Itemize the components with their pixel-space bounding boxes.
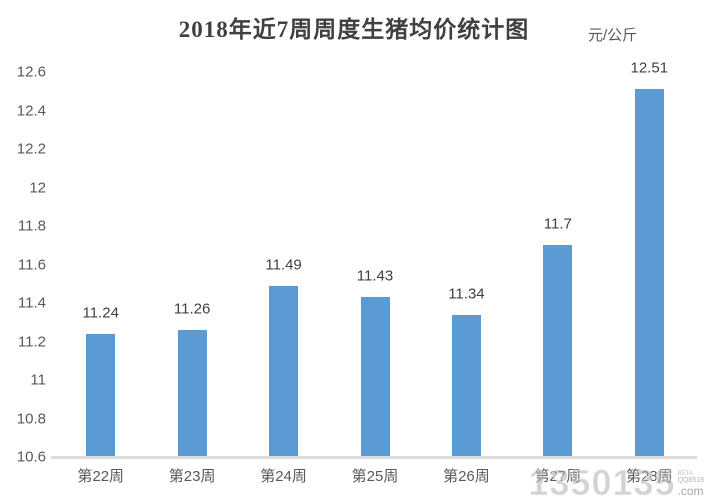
chart-title: 2018年近7周周度生猪均价统计图 <box>178 17 530 42</box>
y-axis-tick-label: 11.6 <box>17 256 46 273</box>
y-axis-tick-label: 11 <box>30 371 46 389</box>
y-axis-tick-label: 12.6 <box>16 63 46 81</box>
bar-第25周 <box>360 297 390 457</box>
x-axis-tick-label: 第28周 <box>625 468 673 485</box>
y-axis-tick-label: 10.6 <box>16 448 46 466</box>
x-axis-tick-label: 第24周 <box>260 468 307 485</box>
y-axis-tick-label: 12.4 <box>16 102 46 119</box>
y-axis-tick-label: 11.4 <box>17 294 46 312</box>
bar-value-label: 11.49 <box>265 256 302 274</box>
bar-value-label: 11.26 <box>173 300 211 318</box>
y-axis-tick-label: 12 <box>29 179 46 196</box>
x-axis-tick-label: 第23周 <box>168 468 216 485</box>
y-axis-tick-label: 12.2 <box>16 140 46 158</box>
x-axis-tick-label: 第27周 <box>534 468 582 485</box>
y-axis-tick-label: 11.2 <box>17 333 46 350</box>
x-axis-tick-label: 第26周 <box>443 468 490 485</box>
bar-value-label: 11.34 <box>448 285 485 303</box>
watermark-domain-suffix: .com <box>677 483 704 498</box>
y-axis-tick-label: 11.8 <box>17 217 46 235</box>
bar-第23周 <box>177 329 207 457</box>
bar-value-label: 11.24 <box>82 304 119 322</box>
bar-value-label: 11.7 <box>543 215 572 233</box>
x-axis-tick-label: 第22周 <box>77 468 125 485</box>
bar-value-label: 12.51 <box>630 59 669 77</box>
bar-第27周 <box>543 245 573 457</box>
bar-第28周 <box>634 89 664 457</box>
x-axis-line <box>51 456 697 459</box>
bar-第24周 <box>269 285 299 457</box>
y-axis-tick-label: 10.8 <box>16 410 46 427</box>
x-axis-tick-label: 第25周 <box>351 468 399 485</box>
bar-第26周 <box>451 314 481 457</box>
bar-value-label: 11.43 <box>356 267 394 285</box>
bar-第22周 <box>86 333 116 457</box>
y-axis-unit-label: 元/公斤 <box>588 27 638 44</box>
